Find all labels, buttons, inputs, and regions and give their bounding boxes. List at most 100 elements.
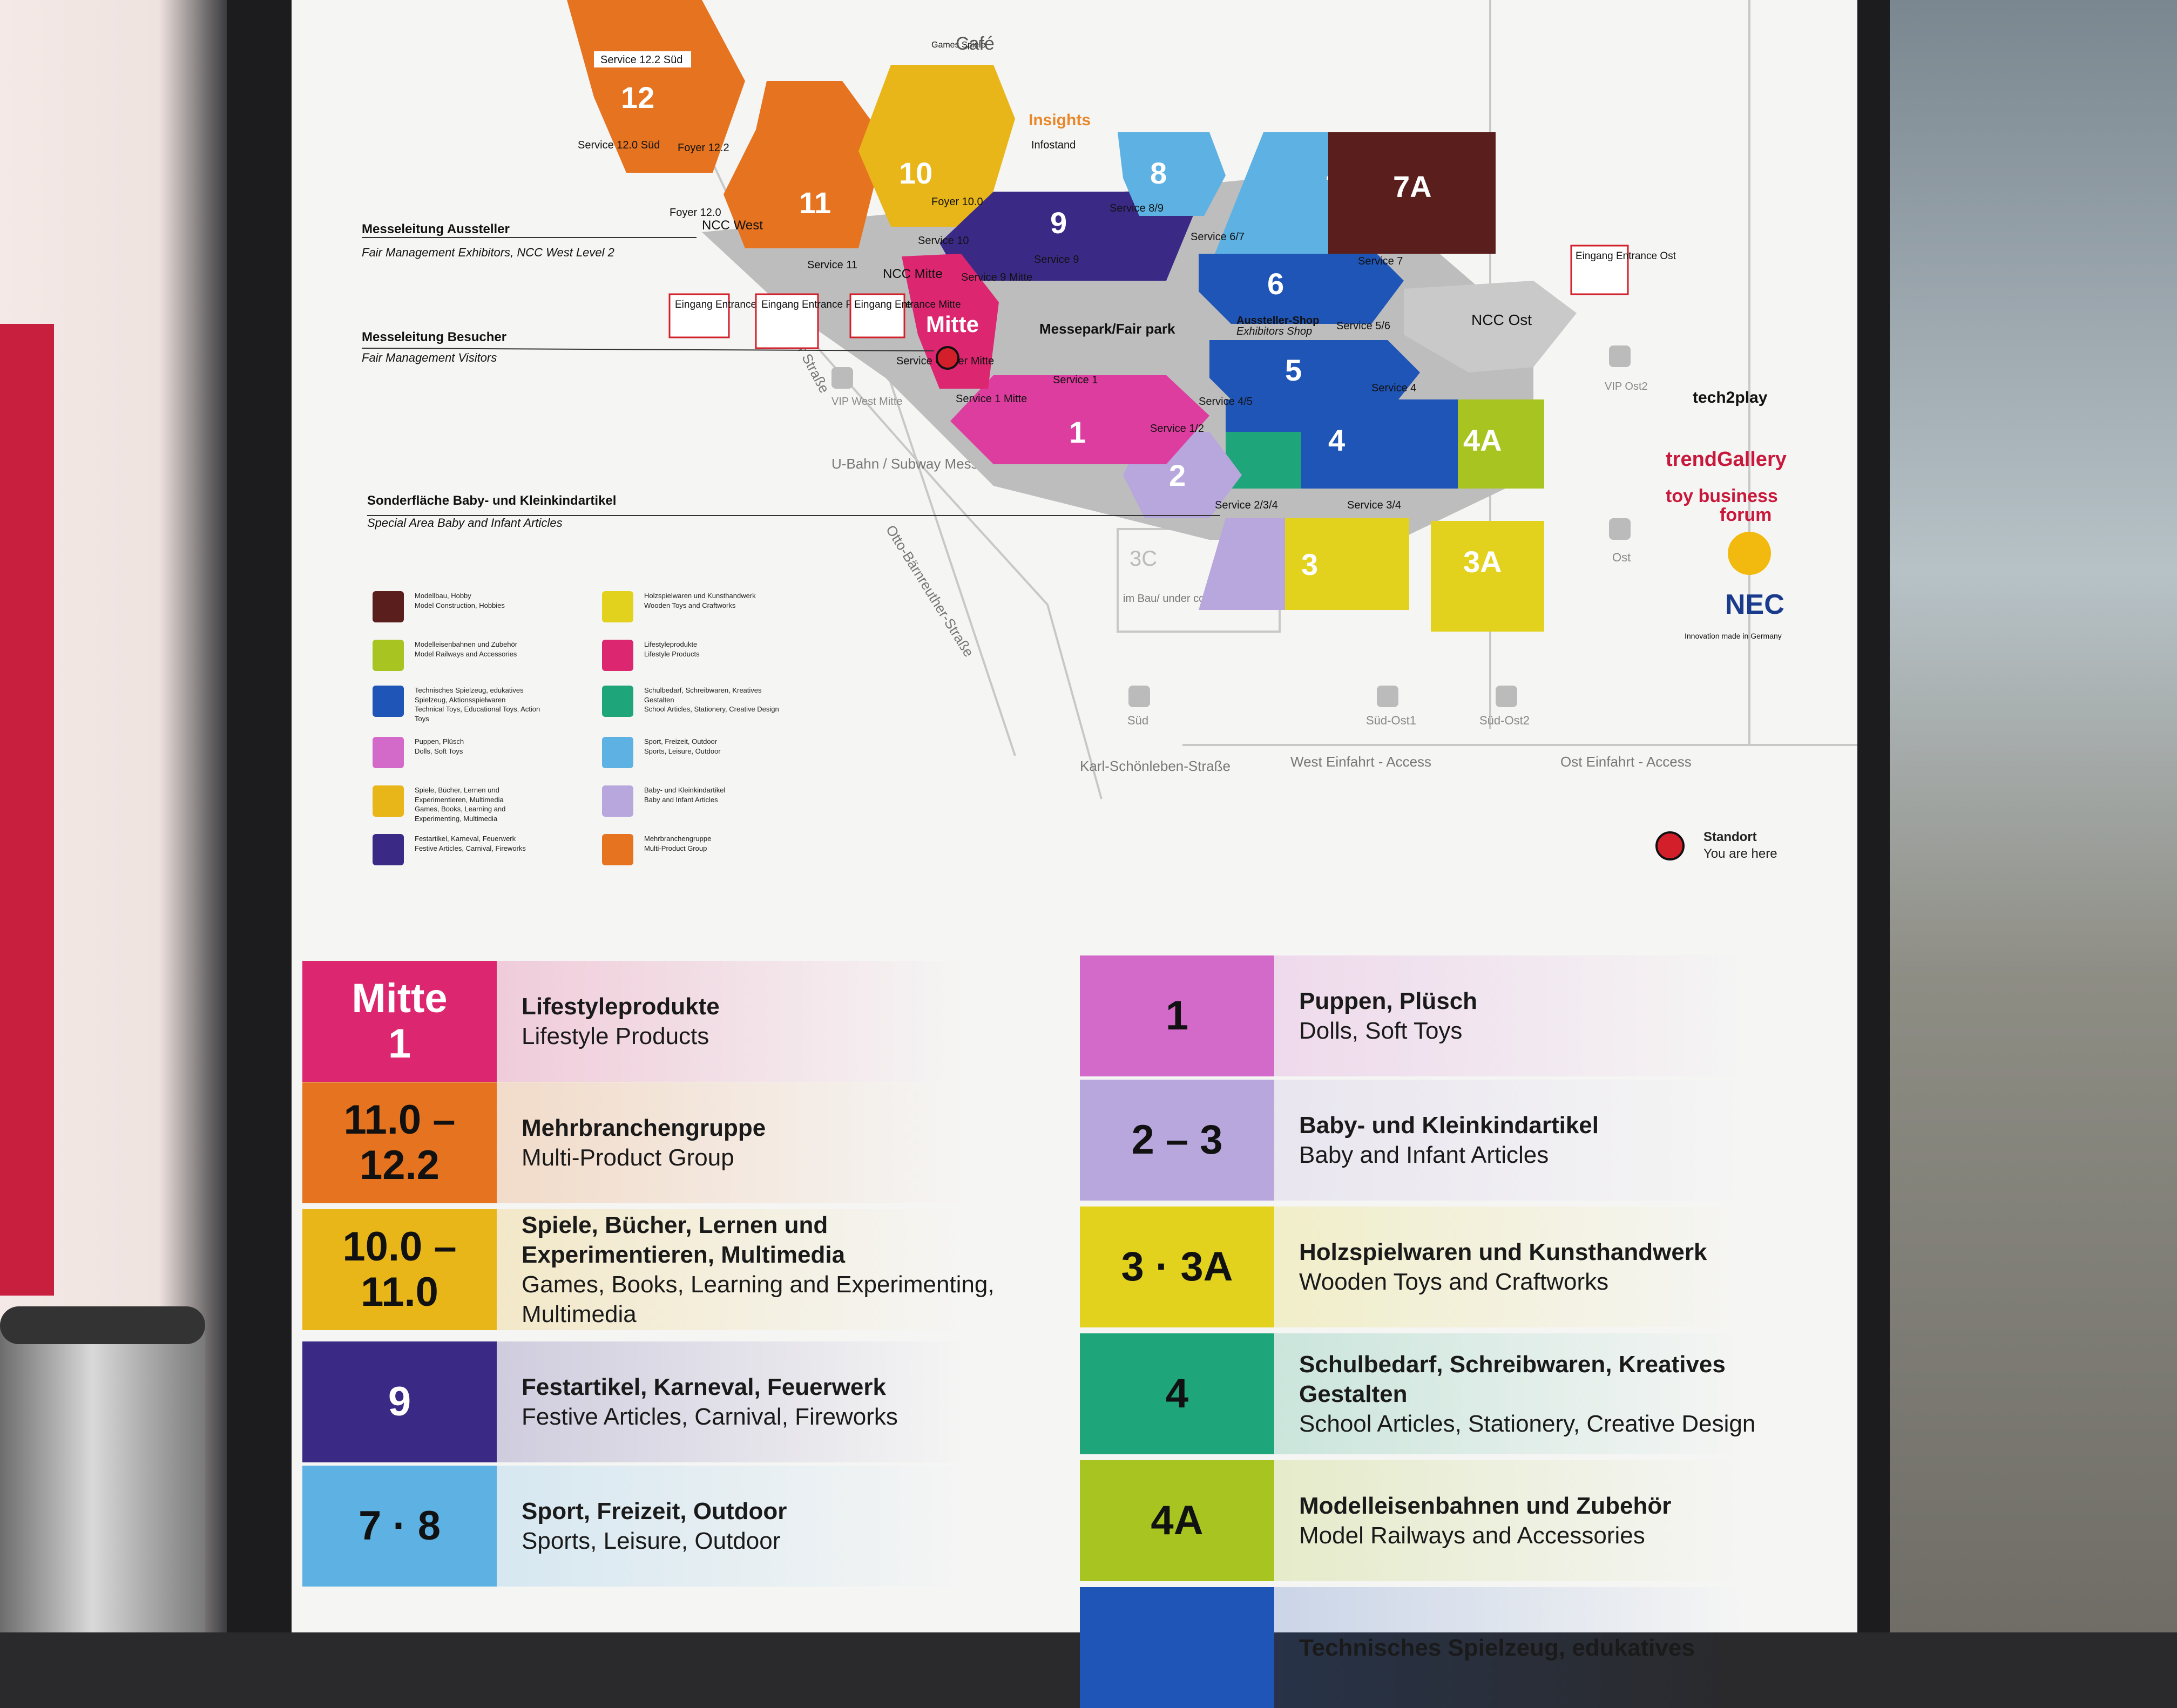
hall-5 [1209, 340, 1420, 399]
hall-number-badge: 10.0 – 11.0 [302, 1209, 497, 1330]
street-karl: Karl-Schönleben-Straße [1080, 758, 1231, 774]
legend-en: Festive Articles, Carnival, Fireworks [415, 844, 526, 852]
label-messepark: Messepark/Fair park [1039, 321, 1175, 337]
trash-bin-rim [0, 1306, 205, 1344]
hall-3-label: 3 [1301, 547, 1318, 581]
hall-number-badge: 3 · 3A [1080, 1207, 1274, 1327]
category-de: Sport, Freizeit, Outdoor [522, 1498, 787, 1524]
hall-number-badge: 11.0 – 12.2 [302, 1082, 497, 1203]
category-en: Sports, Leisure, Outdoor [522, 1528, 781, 1554]
category-de: Lifestyleprodukte [522, 993, 720, 1020]
legend-text: Baby- und Kleinkindartikel Baby and Infan… [644, 785, 779, 804]
ml-besucher-sub: Fair Management Visitors [362, 351, 497, 364]
label-service-12-0: Service 12.0 Süd [578, 139, 660, 151]
category-de: Modelleisenbahnen und Zubehör [1299, 1493, 1672, 1519]
legend-text: Technisches Spielzeug, edukatives Spielz… [415, 686, 550, 723]
legend-en: Model Construction, Hobbies [415, 601, 505, 609]
category-icon [602, 640, 633, 671]
legend-en: Baby and Infant Articles [644, 795, 718, 804]
category-de: Spiele, Bücher, Lernen und Experimentier… [522, 1212, 846, 1268]
directory-row: 10.0 – 11.0 Spiele, Bücher, Lernen und Ex… [302, 1209, 1018, 1330]
hall-number: 10.0 – 11.0 [342, 1224, 457, 1315]
label-service-11: Service 11 [807, 259, 857, 271]
hall-9-label: 9 [1050, 206, 1067, 240]
label-service-2-3-4: Service 2/3/4 [1215, 499, 1278, 511]
label-service-8-9: Service 8/9 [1110, 202, 1164, 214]
hall-5-label: 5 [1285, 353, 1302, 387]
red-banner-left [0, 324, 54, 1296]
legend-item: Spiele, Bücher, Lernen und Experimentier… [373, 785, 550, 823]
label-service-10: Service 10 [918, 235, 969, 247]
category-icon [602, 834, 633, 865]
label-foyer-10: Foyer 10.0 [931, 196, 983, 208]
directory-row: 3 · 3A Holzspielwaren und Kunsthandwerk Wo… [1080, 1207, 1796, 1327]
label-foyer-12-0: Foyer 12.0 [670, 207, 721, 219]
category-en: Model Railways and Accessories [1299, 1522, 1645, 1549]
legend-de: Lifestyleprodukte [644, 640, 698, 648]
hall-4a [1458, 399, 1544, 489]
directory-row: 11.0 – 12.2 Mehrbranchengruppe Multi-Produ… [302, 1082, 1018, 1203]
baby-area-sub: Special Area Baby and Infant Articles [367, 516, 563, 530]
hall-number-badge: 1 [1080, 955, 1274, 1076]
hall-3c-label: 3C [1130, 547, 1157, 571]
category-description: Puppen, Plüsch Dolls, Soft Toys [1274, 955, 1796, 1076]
nec-logo: NEC [1725, 589, 1784, 620]
hall-number: 7 · 8 [358, 1503, 441, 1549]
parking-vip-west: VIP West Mitte [831, 396, 903, 408]
directory-row: 4A Modelleisenbahnen und Zubehör Model Rai… [1080, 1460, 1796, 1581]
standort-label: Standort You are here [1703, 829, 1777, 862]
category-de: Baby- und Kleinkindartikel [1299, 1112, 1599, 1138]
label-service-3-4: Service 3/4 [1347, 499, 1401, 511]
label-ncc-mitte: NCC Mitte [883, 267, 943, 281]
legend-en: Multi-Product Group [644, 844, 707, 852]
label-games-cafe: Café [956, 33, 995, 54]
legend-en: School Articles, Stationery, Creative De… [644, 705, 779, 714]
hall-7a [1328, 132, 1496, 254]
hall-number-badge: 4 [1080, 1333, 1274, 1454]
hall-8-label: 8 [1150, 156, 1167, 190]
legend-item: Modelleisenbahnen und Zubehör Model Railw… [373, 640, 550, 671]
label-service-9-mitte: Service 9 Mitte [961, 272, 1032, 283]
legend-item: Modellbau, Hobby Model Construction, Hobb… [373, 591, 550, 622]
hall-number-badge: 2 – 3 [1080, 1080, 1274, 1201]
ubahn-label: U-Bahn / Subway Messe [831, 456, 986, 472]
legend-de: Sport, Freizeit, Outdoor [644, 737, 718, 745]
ml-aussteller-title: Messeleitung Aussteller [362, 222, 510, 236]
label-eingang-ost: Eingang Entrance Ost [1576, 250, 1676, 262]
background-window-right [1857, 0, 2177, 1632]
legend-text: Puppen, Plüsch Dolls, Soft Toys [415, 737, 550, 756]
legend-de: Spiele, Bücher, Lernen und Experimentier… [415, 786, 504, 804]
hall-6-label: 6 [1267, 267, 1284, 301]
you-are-here-marker [936, 346, 959, 370]
hall-number: 11.0 – 12.2 [343, 1097, 456, 1188]
entrance-labels: Eingang Entrance West Eingang Entrance F… [668, 245, 1676, 349]
directory-row: 4 Schulbedarf, Schreibwaren, Kreatives Ge… [1080, 1333, 1796, 1454]
service-labels: Service 12.2 Süd Service 12.0 Süd Foyer … [578, 33, 1416, 511]
parking-signs: Süd Süd-Ost1 Süd-Ost2 Ost VIP Ost2 VIP W… [831, 345, 1648, 727]
category-description: Spiele, Bücher, Lernen und Experimentier… [497, 1209, 1018, 1330]
legend-text: Festartikel, Karneval, Feuerwerk Festive … [415, 834, 550, 853]
legend-de: Baby- und Kleinkindartikel [644, 786, 726, 794]
hall-number: 4A [1151, 1497, 1204, 1544]
trendgallery-logo: trendGallery [1666, 448, 1787, 471]
parking-suedost1: Süd-Ost1 [1366, 714, 1416, 727]
category-en: Baby and Infant Articles [1299, 1142, 1549, 1168]
category-icon [373, 591, 404, 622]
legend-text: Schulbedarf, Schreibwaren, Kreatives Ges… [644, 686, 779, 714]
category-description: Sport, Freizeit, Outdoor Sports, Leisure,… [497, 1466, 1018, 1587]
hall-number: 4 [1165, 1371, 1189, 1417]
category-icon [602, 737, 633, 768]
legend-item: Sport, Freizeit, Outdoor Sports, Leisure,… [602, 737, 779, 768]
directory-row: 1 Puppen, Plüsch Dolls, Soft Toys [1080, 955, 1796, 1076]
west-access-label: West Einfahrt - Access [1290, 754, 1431, 770]
toy-business-forum-logo-line1: toy business [1666, 486, 1778, 506]
directory-row: 9 Festartikel, Karneval, Feuerwerk Festive… [302, 1341, 1018, 1462]
category-de: Technisches Spielzeug, edukatives [1299, 1634, 1695, 1661]
category-icon [602, 785, 633, 817]
legend-item: Holzspielwaren und Kunsthandwerk Wooden T… [602, 591, 779, 622]
directory-row: Mitte 1 Lifestyleprodukte Lifestyle Product… [302, 961, 1018, 1082]
hall-3 [1285, 518, 1409, 610]
legend-de: Puppen, Plüsch [415, 737, 464, 745]
legend-text: Mehrbranchengruppe Multi-Product Group [644, 834, 779, 853]
legend-text: Modellbau, Hobby Model Construction, Hobb… [415, 591, 550, 610]
